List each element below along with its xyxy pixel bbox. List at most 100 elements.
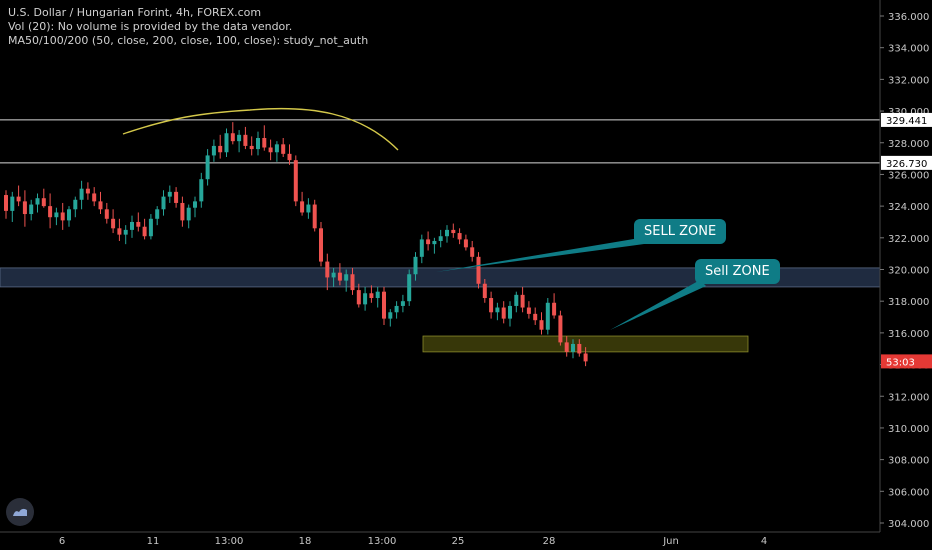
candle-body <box>161 196 166 210</box>
candle-body <box>123 229 128 235</box>
candle-body <box>274 144 279 153</box>
candle-body <box>237 134 242 142</box>
callout-pointer-2 <box>610 280 706 330</box>
candle-body <box>407 274 412 302</box>
y-tick-label: 304.000 <box>888 519 929 530</box>
candle-body <box>293 160 298 202</box>
candle-body <box>136 221 141 227</box>
candle-body <box>495 307 500 313</box>
candle-body <box>92 193 97 202</box>
candle-body <box>155 209 160 219</box>
candle-body <box>249 145 254 150</box>
y-tick-label: 320.000 <box>888 266 929 277</box>
candle-body <box>167 191 172 197</box>
candle-body <box>230 133 235 142</box>
candle-body <box>445 229 449 237</box>
candle-body <box>73 199 78 210</box>
candle-body <box>463 239 468 248</box>
x-tick-label: 4 <box>761 536 767 547</box>
candle-body <box>571 343 575 352</box>
price-tag-329: 329.441 <box>886 116 927 127</box>
candle-body <box>489 298 494 313</box>
candle-body <box>312 204 317 229</box>
candle-body <box>54 212 59 218</box>
candle-body <box>419 239 424 257</box>
candle-body <box>67 209 71 221</box>
candle-body <box>22 201 27 215</box>
candle-body <box>281 144 286 154</box>
candle-body <box>186 207 191 221</box>
y-tick-label: 318.000 <box>888 297 929 308</box>
candle-body <box>243 134 248 146</box>
candle-body <box>300 201 305 213</box>
candle-body <box>205 155 210 180</box>
candle-body <box>539 320 544 330</box>
candle-body <box>111 218 116 229</box>
y-tick-label: 326.000 <box>888 170 929 181</box>
candle-body <box>457 233 462 240</box>
y-tick-label: 330.000 <box>888 107 929 118</box>
candle-body <box>60 212 65 221</box>
chart-title: U.S. Dollar / Hungarian Forint, 4h, FORE… <box>8 6 262 19</box>
candle-body <box>4 195 8 211</box>
current-price-tag-bg <box>881 354 932 369</box>
candle-body <box>268 147 273 153</box>
candle-body <box>520 294 525 308</box>
candle-body <box>558 315 563 343</box>
candle-body <box>10 196 15 211</box>
candle-body <box>218 145 223 153</box>
y-tick-label: 310.000 <box>888 424 929 435</box>
candle-body <box>79 188 84 200</box>
candle-body <box>319 228 323 262</box>
candle-body <box>16 196 21 202</box>
candle-body <box>331 272 336 278</box>
candle-body <box>533 313 538 321</box>
candle-body <box>552 302 557 316</box>
x-tick-label: Jun <box>662 536 679 547</box>
candle-body <box>482 283 487 299</box>
candle-body <box>35 198 40 205</box>
candle-body <box>382 291 386 319</box>
y-tick-label: 334.000 <box>888 44 929 55</box>
candle-body <box>325 261 330 278</box>
y-tick-label: 316.000 <box>888 329 929 340</box>
annotation-curve <box>122 107 399 151</box>
price-tag-326: 326.730 <box>886 159 927 170</box>
candle-body <box>224 133 229 153</box>
candle-body <box>130 221 134 230</box>
candle-body <box>400 301 405 306</box>
y-tick-label: 332.000 <box>888 75 929 86</box>
candle-body <box>262 137 267 148</box>
candle-body <box>363 293 368 305</box>
sell-zone-callout-1[interactable]: SELL ZONE <box>634 219 727 244</box>
candle-body <box>375 291 380 299</box>
candle-body <box>48 206 53 218</box>
candle-body <box>180 202 185 221</box>
candle-body <box>432 240 437 245</box>
y-tick-label: 336.000 <box>888 12 929 23</box>
x-tick-label: 28 <box>543 536 556 547</box>
y-tick-label: 308.000 <box>888 456 929 467</box>
candle-body <box>526 307 531 314</box>
candle-body <box>344 274 349 281</box>
candle-body <box>413 256 418 275</box>
candle-body <box>388 312 393 319</box>
ma-legend: MA50/100/200 (50, close, 200, close, 100… <box>8 34 369 47</box>
volume-legend: Vol (20): No volume is provided by the d… <box>8 20 293 33</box>
candle-body <box>41 198 46 207</box>
candle-body <box>104 209 109 219</box>
candle-body <box>256 137 260 150</box>
candle-body <box>583 353 588 362</box>
candle-body <box>514 294 519 306</box>
y-tick-label: 306.000 <box>888 487 929 498</box>
candle-body <box>350 274 355 291</box>
price-tag-326-bg <box>881 155 932 170</box>
y-tick-label: 322.000 <box>888 234 929 245</box>
candle-body <box>508 305 512 319</box>
candle-body <box>287 153 292 161</box>
x-tick-label: 13:00 <box>215 536 244 547</box>
sell-zone-callout-2[interactable]: Sell ZONE <box>695 259 780 284</box>
price-tag-329-bg <box>881 112 932 127</box>
tradingview-logo-icon[interactable] <box>6 498 34 526</box>
